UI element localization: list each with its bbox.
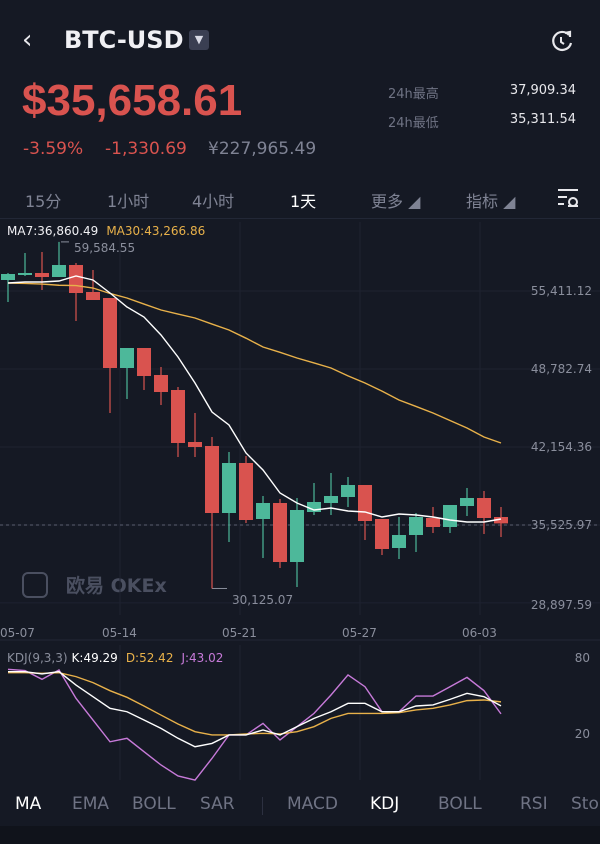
candle-body <box>205 446 219 513</box>
candle-body <box>188 442 202 447</box>
ma30-line <box>7 282 502 444</box>
candle-body <box>171 390 185 443</box>
ma-legend: MA7:36,860.49 MA30:43,266.86 <box>7 224 205 238</box>
tab-15m[interactable]: 15分 <box>25 192 62 211</box>
candle-body <box>358 485 372 521</box>
high-24h-label: 24h最高 <box>388 87 439 102</box>
j-line <box>7 668 502 781</box>
ma7-line <box>7 275 502 523</box>
y-tick-label: 28,897.59 <box>530 598 592 612</box>
divider <box>262 797 263 815</box>
candle-body <box>460 498 474 506</box>
min-price-label: 30,125.07 <box>232 593 294 607</box>
ma30-value: MA30:43,266.86 <box>106 224 206 238</box>
d-value: D:52.42 <box>125 651 174 665</box>
change-amount: -1,330.69 <box>105 139 187 159</box>
indicator-tab-sto[interactable]: Sto <box>571 794 599 814</box>
indicator-tab-rsi[interactable]: RSI <box>520 794 548 814</box>
low-24h-value: 35,311.54 <box>509 112 576 127</box>
indicator-tab-sar[interactable]: SAR <box>200 794 235 814</box>
tab-1d[interactable]: 1天 <box>290 192 317 211</box>
divider <box>0 218 600 219</box>
kdj-tick-label: 80 <box>574 651 590 665</box>
indicator-tab-kdj[interactable]: KDJ <box>370 794 400 814</box>
watermark-text: 欧易 OKEx <box>66 575 167 597</box>
candle-body <box>392 535 406 548</box>
candle-body <box>273 503 287 562</box>
y-tick-label: 35,525.97 <box>530 518 592 532</box>
candle-body <box>35 273 49 277</box>
price-cny: ¥227,965.49 <box>208 139 317 159</box>
x-tick-label: 05-07 <box>0 626 35 640</box>
chevron-left-icon: ‹ <box>22 25 33 55</box>
tab-4h[interactable]: 4小时 <box>192 192 235 211</box>
y-tick-label: 48,782.74 <box>530 362 592 376</box>
candle-body <box>409 517 423 535</box>
candle-body <box>426 518 440 527</box>
d-line <box>8 671 502 736</box>
candle-body <box>137 348 151 376</box>
ma7-value: MA7:36,860.49 <box>7 224 99 238</box>
candle-body <box>154 375 168 392</box>
refresh-icon[interactable] <box>548 27 576 55</box>
tab-1h[interactable]: 1小时 <box>107 192 150 211</box>
last-price: $35,658.61 <box>22 76 243 125</box>
x-tick-label: 05-27 <box>342 626 377 640</box>
candle-body <box>443 505 457 527</box>
low-24h-label: 24h最低 <box>388 116 439 131</box>
indicator-tab-ma[interactable]: MA <box>15 794 42 814</box>
candle-body <box>494 517 508 524</box>
tab-indicators[interactable]: 指标 ◢ <box>466 192 516 211</box>
candle-body <box>18 273 32 275</box>
caret-down-icon[interactable]: ▼ <box>189 30 209 50</box>
y-tick-label: 42,154.36 <box>530 440 592 454</box>
x-tick-label: 05-14 <box>102 626 137 640</box>
candle-body <box>324 496 338 503</box>
indicator-tab-boll-sub[interactable]: BOLL <box>438 794 482 814</box>
indicator-tab-macd[interactable]: MACD <box>287 794 338 814</box>
candle-body <box>120 348 134 368</box>
x-tick-label: 05-21 <box>222 626 257 640</box>
k-value: K:49.29 <box>71 651 118 665</box>
chart-settings-icon[interactable] <box>556 186 580 210</box>
candle-body <box>477 498 491 518</box>
y-tick-label: 55,411.12 <box>530 284 592 298</box>
candle-body <box>239 463 253 520</box>
candle-body <box>86 292 100 300</box>
candle-body <box>1 274 15 280</box>
candle-body <box>341 485 355 497</box>
k-line <box>8 670 502 748</box>
candle-body <box>222 463 236 513</box>
candle-body <box>103 298 117 368</box>
max-price-label: 59,584.55 <box>74 241 136 255</box>
indicator-tab-boll[interactable]: BOLL <box>132 794 176 814</box>
indicator-tab-ema[interactable]: EMA <box>72 794 110 814</box>
high-24h-value: 37,909.34 <box>509 83 576 98</box>
change-percent: -3.59% <box>23 139 84 159</box>
candle-body <box>375 519 389 549</box>
kdj-title: KDJ(9,3,3) <box>7 651 68 665</box>
bottom-bar <box>0 826 600 844</box>
x-tick-label: 06-03 <box>462 626 497 640</box>
candle-body <box>256 503 270 519</box>
pair-title[interactable]: BTC-USD <box>64 26 184 54</box>
candle-body <box>69 265 83 293</box>
tab-more[interactable]: 更多 ◢ <box>371 192 421 211</box>
candle-body <box>290 510 304 562</box>
candle-body <box>52 265 66 277</box>
watermark: 欧易 OKEx <box>22 570 192 600</box>
back-button[interactable]: ‹ <box>22 26 46 54</box>
j-value: J:43.02 <box>181 651 224 665</box>
kdj-legend: KDJ(9,3,3) K:49.29 D:52.42 J:43.02 <box>7 651 223 665</box>
okex-logo-icon <box>22 572 48 598</box>
kdj-tick-label: 20 <box>574 727 590 741</box>
candle-body <box>307 502 321 512</box>
